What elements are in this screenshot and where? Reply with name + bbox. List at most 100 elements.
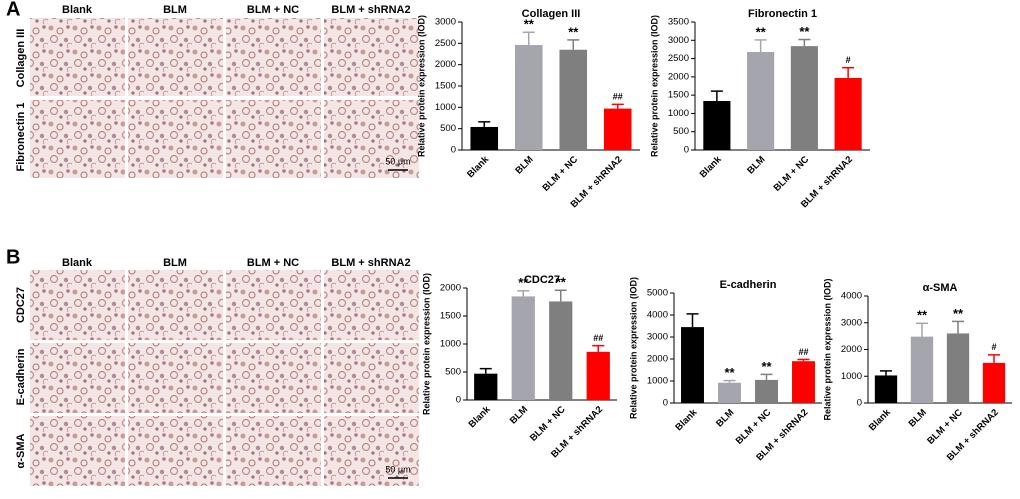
x-tick-label: Blank (698, 154, 725, 181)
significance-label: ** (524, 17, 535, 32)
column-label: Blank (62, 4, 93, 16)
y-tick-label: 3000 (435, 17, 456, 28)
row-label: E-cadherin (15, 348, 27, 405)
micrograph (128, 416, 223, 486)
y-tick-label: 0 (684, 145, 689, 156)
x-tick-label: BLM + NC (772, 154, 812, 194)
column-label: Blank (62, 257, 93, 269)
micrograph (30, 270, 125, 340)
x-tick-label: BLM (508, 404, 530, 426)
micrograph (324, 270, 419, 340)
bar-chart: E-cadherin Relative protein expression (I… (628, 277, 822, 463)
significance-label: # (991, 342, 996, 352)
x-tick-label: BLM (714, 407, 736, 429)
significance-label: ** (556, 275, 567, 290)
column-label: BLM + shRNA2 (331, 257, 410, 269)
scale-label: 50 μm (385, 464, 410, 474)
x-tick-label: BLM (745, 154, 767, 176)
row-label: CDC27 (15, 287, 27, 323)
column-label: BLM (163, 257, 187, 269)
micrograph (324, 416, 419, 486)
bar (946, 333, 970, 403)
significance-label: # (846, 55, 851, 65)
bar (511, 296, 535, 400)
chart-title: Fibronectin 1 (748, 8, 817, 20)
significance-label: ## (613, 92, 623, 102)
significance-label: ** (953, 306, 964, 321)
y-tick-label: 0 (663, 398, 668, 409)
y-tick-label: 0 (857, 398, 862, 409)
y-axis-label: Relative protein expression (IOD) (421, 273, 431, 415)
y-tick-label: 1500 (440, 311, 461, 322)
y-tick-label: 3000 (668, 35, 689, 46)
y-tick-label: 5000 (647, 288, 668, 299)
bar (792, 361, 815, 403)
x-tick-label: BLM + NC (528, 404, 568, 444)
x-tick-label: BLM + NC (540, 154, 580, 194)
y-axis-label: Relative protein expression (IOD) (822, 278, 832, 420)
chart-title: Collagen III (522, 8, 581, 20)
bar (470, 126, 499, 150)
y-tick-label: 2000 (440, 283, 461, 294)
micrograph (128, 18, 223, 96)
bar (549, 301, 573, 400)
y-axis-label: Relative protein expression (IOD) (649, 15, 659, 157)
micrograph (30, 343, 125, 413)
bar (514, 45, 543, 150)
bar (559, 49, 588, 150)
micrograph (226, 270, 321, 340)
y-tick-label: 3000 (841, 317, 862, 328)
y-tick-label: 2000 (647, 354, 668, 365)
bar-chart: α-SMA Relative protein expression (IOD) 0 1… (822, 278, 1012, 463)
micrograph (226, 18, 321, 96)
y-tick-label: 1000 (440, 339, 461, 350)
bar (747, 51, 775, 150)
bar (586, 351, 610, 400)
column-label: BLM + NC (247, 257, 299, 269)
panel-b-labels: B Blank BLM BLM + NC BLM + shRNA2 CDC27 … (6, 246, 411, 468)
micrograph (226, 343, 321, 413)
y-tick-label: 1000 (668, 108, 689, 119)
x-tick-label: BLM (907, 407, 929, 429)
bar (703, 100, 731, 150)
micrograph (324, 343, 419, 413)
significance-label: ** (917, 308, 928, 323)
y-tick-label: 3000 (647, 332, 668, 343)
significance-label: ** (799, 24, 810, 39)
significance-label: ** (724, 365, 735, 380)
micrograph (128, 343, 223, 413)
panel-a-labels: A Blank BLM BLM + NC BLM + shRNA2 Collag… (6, 0, 411, 172)
column-label: BLM + shRNA2 (331, 4, 410, 16)
y-tick-label: 1500 (668, 90, 689, 101)
significance-label: ## (593, 333, 603, 343)
y-tick-label: 500 (445, 367, 461, 378)
significance-label: ** (761, 359, 772, 374)
chart-title: α-SMA (923, 282, 958, 294)
y-tick-label: 4000 (841, 291, 862, 302)
row-label: α-SMA (15, 434, 27, 469)
y-tick-label: 3500 (668, 17, 689, 28)
x-tick-label: Blank (465, 154, 492, 181)
bar (874, 375, 898, 403)
y-axis-label: Relative protein expression (IOD) (416, 15, 426, 157)
y-tick-label: 2500 (668, 53, 689, 64)
y-tick-label: 1000 (435, 102, 456, 113)
micrograph (226, 416, 321, 486)
y-tick-label: 0 (456, 395, 461, 406)
significance-label: ** (518, 275, 529, 290)
y-tick-label: 1500 (435, 81, 456, 92)
y-tick-label: 500 (440, 123, 456, 134)
significance-label: ** (756, 24, 767, 39)
x-tick-label: Blank (673, 407, 700, 434)
bar-chart: Collagen III Relative protein expression … (416, 8, 640, 210)
row-label: Fibronectin 1 (15, 102, 27, 171)
micrograph (128, 270, 223, 340)
bar (834, 77, 862, 150)
row-label: Collagen III (15, 29, 27, 88)
micrograph (30, 18, 125, 96)
y-tick-label: 2000 (841, 344, 862, 355)
micrograph (30, 100, 125, 178)
panel-label: B (6, 246, 20, 268)
y-tick-label: 2000 (668, 71, 689, 82)
bar (910, 336, 934, 403)
